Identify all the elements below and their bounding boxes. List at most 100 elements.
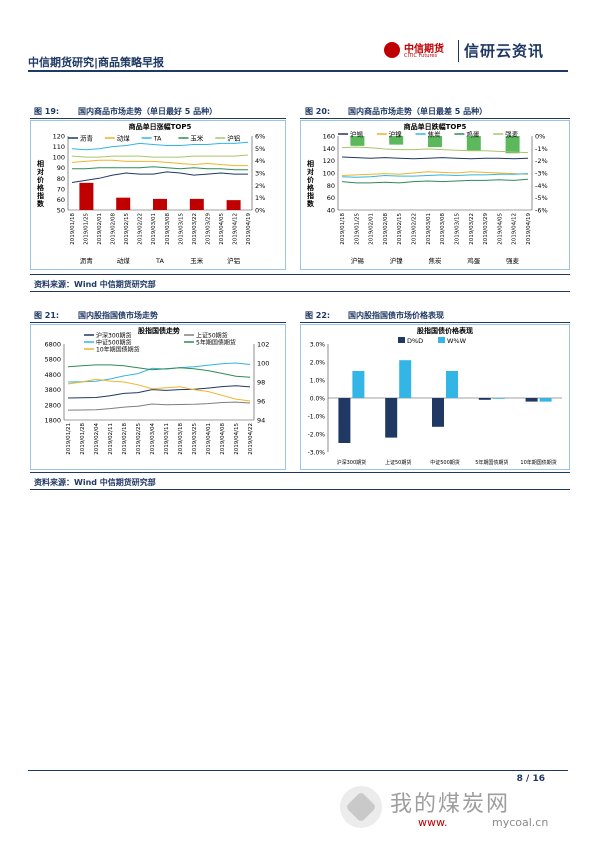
footer-rule: [28, 770, 568, 771]
y-tick-label: 2.0%: [310, 360, 326, 367]
x-tick-label: 2019/02/22: [138, 213, 144, 245]
y-tick-label: 4800: [44, 371, 61, 379]
chart-commodity-top5-gainers: 商品单日涨幅TOP5 50 60 70 80 90 100 110 120 0% 1% 2% 3% 4% 5…: [30, 120, 286, 270]
bar-沪锡: [350, 136, 365, 146]
x-tick-label: 2019/04/19: [246, 213, 252, 245]
y-tick-label: -2.0%: [308, 432, 326, 439]
legend-label: D%D: [407, 337, 423, 345]
legend-label: 沪铝: [227, 134, 240, 143]
y2-tick-label: 5%: [255, 145, 265, 153]
chart-index-bond-trend: 股指国债走势 1800 2800 3800 4800 5800 6800 94 96 98 100 1…: [30, 324, 286, 470]
y2-tick-label: -3%: [535, 170, 548, 178]
y-tick-label: 90: [57, 164, 65, 172]
x-tick-label: 2019/03/22: [469, 213, 475, 245]
bar-沪镍: [389, 136, 404, 145]
series-line-沪铝: [71, 154, 249, 158]
bar-category-label: 沥青: [80, 256, 94, 265]
y-tick-label: 3.0%: [310, 342, 326, 349]
y-axis-label-char: 价: [37, 176, 45, 184]
chart-frame: [300, 120, 570, 270]
series-line-强麦: [341, 146, 529, 154]
y-tick-label: 120: [323, 157, 335, 165]
x-tick-label: 2019/01/28: [80, 423, 86, 455]
series-line-动煤: [71, 159, 248, 167]
y-axis-label-char: 指: [307, 191, 314, 200]
bar-D%D-中证500期货: [432, 398, 444, 427]
source1-bottom-rule: [30, 291, 570, 292]
x-tick-label: 2019/04/12: [232, 213, 238, 245]
x-tick-label: 2019/04/22: [248, 423, 254, 455]
x-tick-label: 2019/01/21: [66, 423, 72, 455]
y-axis-label-char: 价: [307, 176, 315, 184]
logo-en-text: CITIC Futures: [404, 53, 438, 59]
fig22-title: 国内股指国债市场价格表现: [348, 311, 444, 320]
bar-W%W-沪深300期货: [352, 371, 365, 398]
citic-emblem-icon: [384, 42, 400, 58]
page-number: 8 / 16: [516, 774, 545, 784]
x-tick-label: 2019/02/04: [94, 423, 100, 455]
y-tick-label: 80: [57, 175, 65, 183]
y2-tick-label: 102: [257, 341, 269, 349]
bar-沪铝: [226, 200, 241, 210]
x-tick-label: 2019/02/08: [111, 213, 117, 245]
y-tick-label: 6800: [44, 341, 61, 349]
x-tick-label: 2019/01/25: [354, 213, 360, 245]
y-tick-label: -1.0%: [308, 414, 326, 421]
legend-label: 沪锡: [350, 130, 364, 139]
y2-tick-label: -2%: [535, 157, 548, 165]
fig19-rule: [30, 118, 286, 119]
source1-top-rule: [30, 274, 570, 275]
series-line-10年期国债期货: [67, 378, 251, 402]
y2-tick-label: -6%: [535, 207, 548, 215]
y-axis-label-char: 格: [37, 183, 45, 192]
bar-强麦: [505, 136, 520, 154]
legend-swatch: [438, 337, 445, 343]
brand-name: 信研云资讯: [464, 42, 545, 60]
fig21-label: 图 21:: [34, 311, 60, 320]
y-tick-label: 60: [57, 196, 65, 204]
source2-top-rule: [30, 472, 570, 473]
series-line-TA: [71, 141, 249, 151]
x-tick-label: 2019/03/22: [192, 213, 198, 245]
series-line-沪锡: [341, 156, 529, 160]
bar-W%W-10年期国债期货: [539, 398, 552, 402]
fig19-label: 图 19:: [34, 107, 60, 116]
source-note-2: 资料来源：Wind 中信期货研究部: [34, 478, 156, 487]
x-tick-label: 2019/04/08: [220, 423, 226, 455]
y-tick-label: 100: [53, 154, 65, 162]
x-tick-label: 2019/03/29: [205, 213, 211, 245]
y-tick-label: 70: [57, 185, 65, 193]
bar-D%D-10年期国债期货: [525, 398, 538, 402]
fig22-rule: [300, 322, 570, 323]
y-tick-label: 110: [53, 143, 65, 151]
bar-沥青: [79, 182, 94, 210]
chart-commodity-top5-losers: 商品单日跌幅TOP5 40 60 80 100 120 140 160 -6% -5% -4% -3%…: [300, 120, 570, 270]
y-axis-label-char: 格: [307, 183, 315, 192]
y2-tick-label: 100: [257, 360, 269, 368]
x-tick-label: 2019/02/15: [124, 213, 130, 245]
chart-frame: [300, 324, 570, 470]
chart-title: 商品单日跌幅TOP5: [404, 122, 467, 131]
legend-label: 10年期国债期货: [96, 346, 140, 354]
x-tick-label: 2019/02/08: [383, 213, 389, 245]
y-tick-label: -3.0%: [308, 450, 326, 457]
x-tick-label: 2019/03/25: [192, 423, 198, 455]
y2-tick-label: 6%: [255, 133, 265, 141]
x-tick-label: 2019/03/08: [165, 213, 171, 245]
fig20-rule: [300, 118, 570, 119]
bar-D%D-沪深300期货: [338, 398, 351, 443]
x-tick-label: 沪深300期货: [337, 459, 367, 466]
series-line-5年期国债期货: [67, 364, 251, 378]
series-line-焦炭: [341, 173, 529, 178]
x-tick-label: 2019/03/01: [151, 213, 157, 245]
x-tick-label: 2019/04/19: [526, 213, 532, 245]
header-rule: [28, 70, 568, 72]
x-tick-label: 2019/02/11: [108, 423, 114, 455]
bar-W%W-上证50期货: [399, 360, 412, 398]
bar-category-label: 玉米: [190, 256, 204, 265]
x-tick-label: 2019/03/29: [483, 213, 489, 245]
y2-tick-label: 0%: [535, 133, 545, 141]
y2-tick-label: 2%: [255, 182, 265, 190]
x-tick-label: 2019/04/01: [206, 423, 212, 455]
x-tick-label: 2019/03/08: [440, 213, 446, 245]
